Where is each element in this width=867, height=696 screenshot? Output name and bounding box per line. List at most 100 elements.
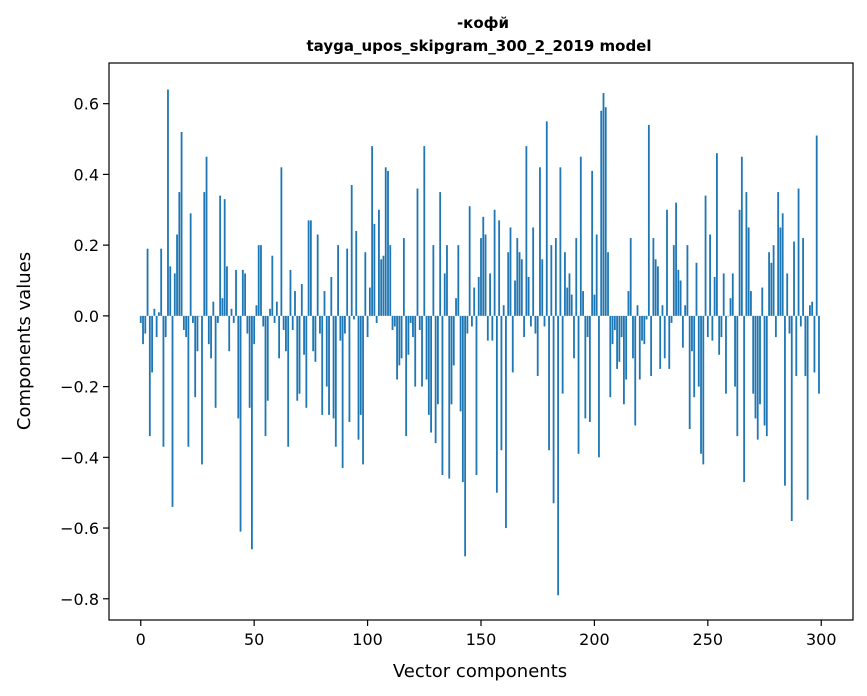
bar — [727, 315, 730, 317]
bar — [788, 315, 791, 334]
bar — [750, 291, 752, 316]
bar — [718, 315, 721, 355]
bar — [697, 315, 700, 387]
bar — [418, 315, 421, 331]
bar — [638, 315, 641, 380]
x-tick-label: 250 — [693, 630, 724, 649]
bar — [405, 315, 408, 437]
bar — [802, 238, 804, 316]
bar — [246, 315, 249, 334]
bar — [260, 245, 262, 316]
bar — [362, 315, 364, 465]
bar — [350, 185, 353, 316]
bar — [691, 315, 693, 352]
bar — [768, 252, 770, 316]
bar — [539, 167, 541, 316]
bar — [221, 298, 224, 316]
bar — [473, 287, 476, 316]
bar — [282, 315, 285, 331]
bar — [702, 315, 705, 465]
bar — [348, 315, 351, 422]
bar — [325, 315, 328, 387]
bar — [588, 315, 591, 422]
bar — [777, 192, 780, 316]
bar — [216, 315, 219, 323]
bar — [207, 315, 210, 345]
chart-title: -кофй — [457, 14, 509, 32]
bar — [146, 248, 149, 316]
bar — [400, 315, 403, 359]
y-tick-label: −0.8 — [60, 590, 99, 609]
bar — [595, 234, 598, 316]
bar — [543, 315, 546, 327]
bar — [176, 234, 178, 316]
bar — [421, 315, 423, 387]
bar — [634, 315, 637, 426]
bar — [364, 252, 367, 316]
bar — [797, 188, 800, 316]
bar — [359, 315, 362, 415]
bar — [266, 315, 269, 401]
bar — [162, 315, 165, 447]
bar — [316, 234, 319, 316]
bar — [670, 315, 673, 323]
bar — [384, 167, 387, 316]
bar — [559, 167, 562, 316]
bar — [192, 315, 194, 323]
bar — [173, 273, 176, 316]
bar — [148, 315, 151, 437]
bar — [412, 315, 414, 338]
bar — [679, 280, 682, 316]
bar — [425, 315, 428, 380]
bar — [371, 146, 374, 316]
bar — [278, 315, 281, 359]
bar — [641, 315, 643, 341]
bar — [681, 315, 684, 348]
bar — [182, 315, 185, 331]
bar — [806, 315, 809, 500]
bar — [257, 245, 260, 316]
bar — [514, 280, 516, 316]
bar — [575, 238, 578, 316]
bar — [153, 308, 156, 316]
bar — [666, 209, 668, 316]
bar — [523, 315, 525, 338]
bar — [414, 315, 417, 387]
bar — [366, 315, 369, 338]
bar — [652, 238, 655, 316]
bar — [443, 273, 446, 316]
bar — [271, 255, 274, 316]
bar — [493, 209, 496, 316]
bar — [262, 315, 265, 327]
bar — [754, 315, 757, 419]
bar — [604, 107, 607, 316]
bar — [729, 298, 732, 316]
bar — [706, 315, 709, 338]
bar — [380, 259, 383, 316]
bar — [468, 206, 471, 316]
bar — [740, 156, 743, 316]
bar — [716, 153, 718, 316]
bar — [158, 312, 160, 316]
bar — [600, 110, 603, 316]
bar — [815, 135, 818, 316]
bar — [357, 315, 360, 440]
bar — [253, 315, 256, 345]
bar — [711, 315, 714, 341]
bar — [180, 131, 183, 316]
bar — [530, 315, 532, 327]
bar — [305, 315, 308, 408]
bar — [441, 315, 444, 475]
y-axis-label: Components values — [14, 252, 35, 430]
bar — [536, 315, 539, 376]
bar — [700, 315, 702, 454]
bar — [672, 245, 675, 316]
bar — [643, 315, 646, 345]
bar — [618, 315, 621, 362]
y-tick-label: −0.4 — [60, 448, 99, 467]
bar — [475, 315, 478, 475]
bar — [627, 291, 630, 316]
bar — [663, 315, 666, 359]
bar — [300, 284, 303, 316]
bar — [813, 315, 816, 373]
